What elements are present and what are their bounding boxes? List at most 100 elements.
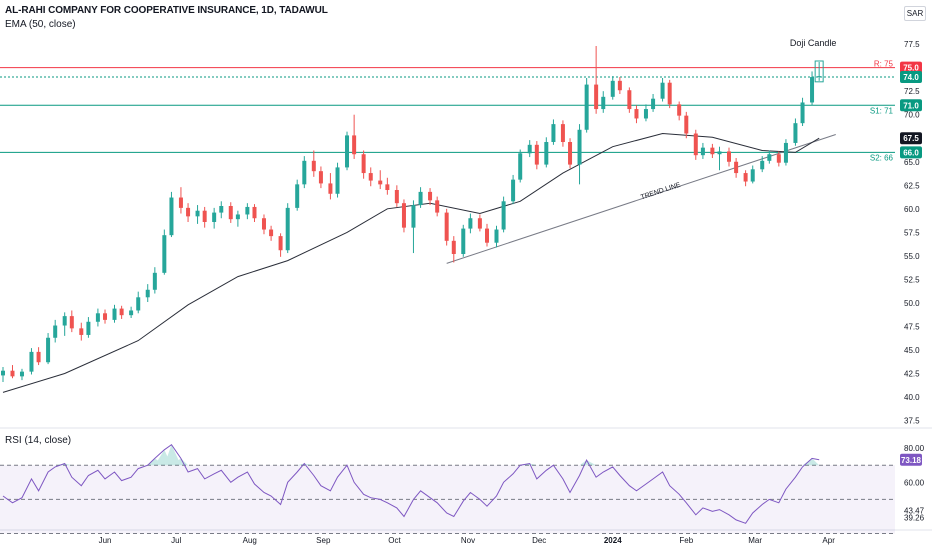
level-badge: 74.0 xyxy=(903,73,919,82)
candle-body xyxy=(577,129,582,165)
candle-body xyxy=(378,180,383,185)
candle-body xyxy=(544,142,549,165)
rsi-indicator-label[interactable]: RSI (14, close) xyxy=(5,435,72,446)
candle-body xyxy=(252,206,257,219)
candle-body xyxy=(418,191,423,206)
candle-body xyxy=(261,218,266,230)
time-axis-tick: 2024 xyxy=(604,536,622,545)
candle-body xyxy=(727,151,731,162)
price-axis-tick: 65.0 xyxy=(904,158,920,167)
candle-body xyxy=(186,207,191,217)
candle-body xyxy=(660,82,665,99)
level-badge-bg xyxy=(900,99,922,112)
candle-body xyxy=(228,206,233,220)
level-label: S1: 71 xyxy=(870,106,894,115)
trend-line-label: TREND LINE xyxy=(640,182,682,202)
price-axis-tick: 77.5 xyxy=(904,40,920,49)
candle-body xyxy=(700,147,705,156)
price-axis-tick: 72.5 xyxy=(904,87,920,96)
candle-body xyxy=(485,228,489,243)
candle-body xyxy=(717,151,722,155)
candle-body xyxy=(53,325,58,338)
ema-line xyxy=(2,132,820,393)
candle-body xyxy=(461,228,466,254)
candle-body xyxy=(810,77,815,103)
level-badge: 66.0 xyxy=(903,148,919,157)
last-price-badge: 67.5 xyxy=(903,134,919,143)
candle-body xyxy=(1,370,5,376)
candle-body xyxy=(734,161,739,174)
candle-body xyxy=(817,76,822,78)
rsi-line xyxy=(2,443,820,524)
candle-body xyxy=(394,190,399,204)
candle-body xyxy=(178,197,183,208)
currency-button[interactable]: SAR xyxy=(904,6,926,21)
candle-body xyxy=(693,133,698,156)
price-axis-tick: 62.5 xyxy=(904,181,920,190)
candle-body xyxy=(684,115,689,134)
level-badge: 71.0 xyxy=(903,101,919,110)
candle-body xyxy=(352,135,357,155)
candle-body xyxy=(401,203,406,228)
time-axis-tick: Sep xyxy=(316,536,331,545)
candle-body xyxy=(152,272,157,290)
candle-body xyxy=(634,109,639,119)
level-label: S2: 66 xyxy=(870,153,894,162)
candle-body xyxy=(235,214,240,220)
candle-body xyxy=(79,328,84,335)
candle-body xyxy=(46,337,51,363)
candles-group xyxy=(1,46,822,382)
candle-body xyxy=(800,102,805,124)
time-axis-tick: Nov xyxy=(461,536,475,545)
time-axis-tick: Feb xyxy=(679,536,693,545)
candle-body xyxy=(69,316,74,329)
rsi-axis-tick: 60.00 xyxy=(904,478,925,487)
candle-body xyxy=(202,210,207,222)
candle-body xyxy=(584,84,589,130)
time-axis-tick: Aug xyxy=(243,536,257,545)
price-axis-tick: 70.0 xyxy=(904,111,920,120)
price-axis-tick: 52.5 xyxy=(904,275,920,284)
candle-body xyxy=(86,321,91,335)
level-badge-bg xyxy=(900,61,922,74)
candle-body xyxy=(767,154,772,161)
candle-body xyxy=(335,167,340,194)
price-axis-tick: 57.5 xyxy=(904,228,920,237)
time-axis-tick: Apr xyxy=(822,536,835,545)
candle-body xyxy=(212,212,217,222)
candle-body xyxy=(451,240,456,254)
candle-body xyxy=(112,308,117,320)
candle-body xyxy=(411,205,416,228)
candle-body xyxy=(318,171,323,184)
price-axis-tick: 60.0 xyxy=(904,205,920,214)
candle-body xyxy=(534,144,539,165)
candle-body xyxy=(311,160,316,172)
candle-body xyxy=(345,135,350,168)
candle-body xyxy=(477,218,482,229)
candle-body xyxy=(361,154,366,174)
candle-body xyxy=(610,80,615,97)
time-axis-tick: Jul xyxy=(171,536,181,545)
candle-body xyxy=(195,210,200,217)
candle-body xyxy=(169,197,174,236)
candle-body xyxy=(119,308,124,316)
candle-body xyxy=(511,179,516,202)
candle-body xyxy=(667,82,672,105)
rsi-current-badge: 73.18 xyxy=(901,456,922,465)
candle-body xyxy=(568,142,573,165)
candle-body xyxy=(435,200,440,213)
candle-body xyxy=(36,351,41,363)
level-badge-bg xyxy=(900,146,922,159)
candle-body xyxy=(710,147,715,155)
candle-body xyxy=(10,370,15,377)
candle-body xyxy=(468,218,473,229)
candle-body xyxy=(651,98,656,110)
candle-body xyxy=(560,124,565,142)
candle-body xyxy=(368,173,373,181)
candle-body xyxy=(527,144,532,154)
ema-indicator-label[interactable]: EMA (50, close) xyxy=(5,19,76,30)
price-axis-tick: 47.5 xyxy=(904,322,920,331)
price-axis-tick: 40.0 xyxy=(904,393,920,402)
